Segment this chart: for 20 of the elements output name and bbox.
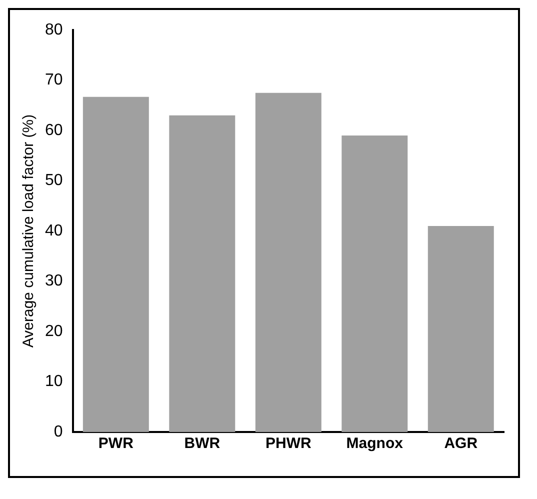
x-tick-label: Magnox [346,435,404,452]
y-tick-label: 80 [45,21,63,38]
y-tick-label: 70 [45,72,63,89]
y-tick-label: 50 [45,172,63,190]
y-tick-label: 20 [45,322,63,340]
bar [169,115,236,432]
x-tick-label: BWR [184,435,220,452]
y-axis-title: Average cumulative load factor (%) [20,114,38,348]
x-tick-label: PHWR [265,435,312,452]
y-tick-label: 10 [45,373,63,390]
y-tick-label: 60 [45,122,63,139]
x-tick-label: AGR [444,435,478,452]
x-tick-label: PWR [98,435,134,452]
y-tick-label: 0 [54,423,63,440]
y-tick-label: 40 [45,222,63,240]
bar [428,226,494,432]
bar [82,96,149,432]
bar [255,92,322,432]
y-tick-label: 30 [45,272,63,290]
bar [342,136,408,432]
